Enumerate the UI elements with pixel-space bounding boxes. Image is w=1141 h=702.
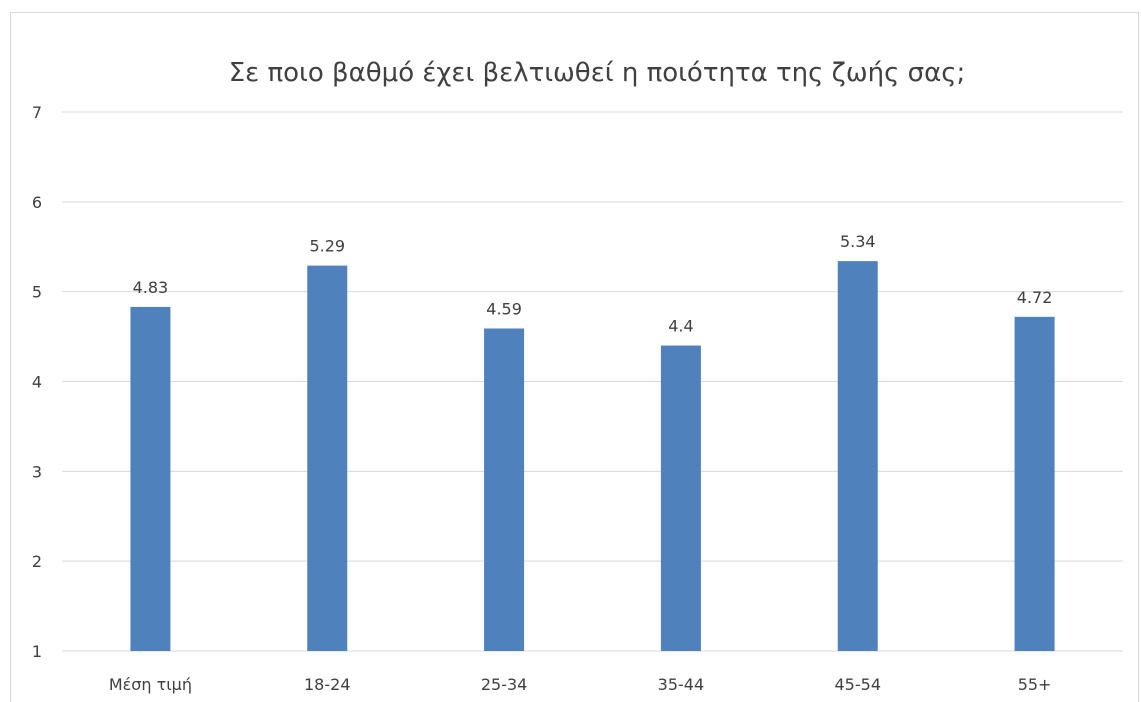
data-label: 5.29 [309, 237, 345, 256]
data-label: 4.72 [1017, 288, 1053, 307]
bar [484, 328, 525, 651]
data-label: 4.59 [486, 299, 522, 318]
bar [130, 306, 171, 651]
x-tick-label: 35-44 [658, 675, 705, 694]
x-tick-label: 55+ [1018, 675, 1052, 694]
y-tick-label: 2 [32, 552, 42, 571]
x-axis-ticks: Μέση τιμή 18-24 25-34 35-44 45-54 55+ [109, 675, 1052, 694]
y-tick-label: 6 [32, 193, 42, 212]
bar [837, 261, 878, 651]
data-labels: 4.83 5.29 4.59 4.4 5.34 4.72 [133, 232, 1053, 335]
x-tick-label: Μέση τιμή [109, 675, 192, 694]
x-tick-label: 45-54 [835, 675, 882, 694]
y-tick-label: 1 [32, 642, 42, 661]
y-tick-label: 7 [32, 103, 42, 122]
x-tick-label: 18-24 [304, 675, 351, 694]
gridlines [62, 111, 1123, 652]
bars [130, 261, 1055, 651]
bar [307, 265, 348, 651]
data-label: 5.34 [840, 232, 876, 251]
y-axis-ticks: 1 2 3 4 5 6 7 [32, 103, 42, 661]
bar [1014, 316, 1055, 651]
data-label: 4.4 [668, 317, 693, 336]
y-tick-label: 3 [32, 462, 42, 481]
data-label: 4.83 [133, 278, 169, 297]
bar [660, 345, 701, 651]
x-tick-label: 25-34 [481, 675, 528, 694]
chart-title: Σε ποιο βαθμό έχει βελτιωθεί η ποιότητα … [229, 58, 966, 88]
y-tick-label: 5 [32, 283, 42, 302]
chart-frame [10, 12, 1139, 702]
y-tick-label: 4 [32, 373, 42, 392]
